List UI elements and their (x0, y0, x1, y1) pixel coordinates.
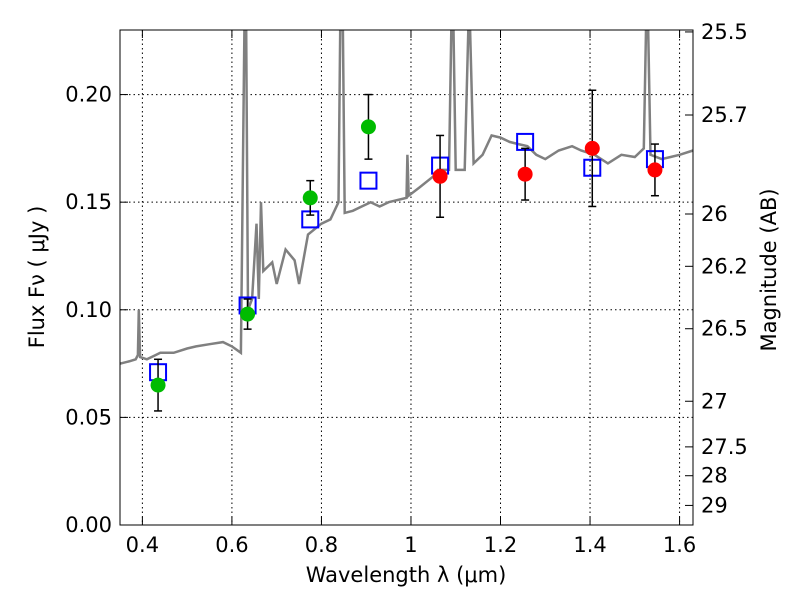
y-tick-label: 0.05 (65, 405, 112, 429)
y2-tick-label: 27 (701, 389, 728, 413)
x-tick-label: 1.2 (484, 533, 517, 557)
observed-flux-red-point (647, 162, 663, 178)
model-flux-square (359, 171, 378, 190)
y-tick-label: 0.15 (65, 190, 112, 214)
y-axis-label: Flux Fν ( μJy ) (25, 206, 49, 349)
y2-tick-label: 26 (701, 202, 728, 226)
y-tick-label: 0.10 (65, 298, 112, 322)
y2-tick-label: 25.7 (701, 103, 748, 127)
model-flux-square (516, 132, 535, 151)
y-tick-label: 0.20 (65, 83, 112, 107)
y2-axis-label: Magnitude (AB) (757, 188, 781, 351)
observed-flux-green-point (302, 190, 318, 206)
y2-tick-label: 28 (701, 464, 728, 488)
y2-tick-label: 26.5 (701, 317, 748, 341)
observed-flux-red-point (432, 168, 448, 184)
model-spectrum-line (120, 30, 693, 365)
x-tick-label: 1.6 (663, 533, 696, 557)
y2-tick-label: 29 (701, 493, 728, 517)
observed-flux-green-point (150, 377, 166, 393)
observed-flux-red-point (517, 166, 533, 182)
x-axis-label: Wavelength λ (μm) (306, 563, 507, 587)
y2-tick-label: 27.5 (701, 435, 748, 459)
y2-tick-label: 25.5 (701, 20, 748, 44)
y-tick-label: 0.00 (65, 513, 112, 537)
y2-tick-label: 26.2 (701, 254, 748, 278)
observed-flux-red-point (584, 140, 600, 156)
x-tick-label: 0.8 (305, 533, 338, 557)
observed-flux-green-point (240, 306, 256, 322)
x-tick-label: 1.4 (573, 533, 606, 557)
observed-flux-green-point (360, 119, 376, 135)
x-tick-label: 0.4 (126, 533, 159, 557)
x-tick-label: 1 (404, 533, 417, 557)
x-tick-label: 0.6 (215, 533, 248, 557)
plot-frame (119, 29, 694, 526)
